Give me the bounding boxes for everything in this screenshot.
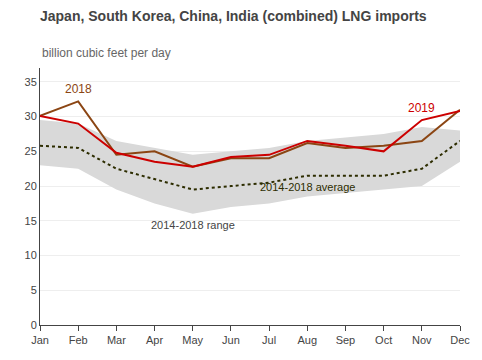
svg-text:Sep: Sep: [336, 334, 356, 346]
svg-text:Jul: Jul: [262, 334, 276, 346]
svg-text:20: 20: [25, 180, 37, 192]
svg-text:Oct: Oct: [375, 334, 392, 346]
svg-text:35: 35: [25, 76, 37, 88]
svg-text:10: 10: [25, 249, 37, 261]
svg-text:2014-2018 range: 2014-2018 range: [151, 219, 235, 231]
svg-text:Nov: Nov: [412, 334, 432, 346]
svg-text:0: 0: [31, 319, 37, 331]
svg-text:Jun: Jun: [222, 334, 240, 346]
svg-text:Dec: Dec: [450, 334, 470, 346]
svg-text:Apr: Apr: [146, 334, 163, 346]
svg-text:Feb: Feb: [69, 334, 88, 346]
svg-text:5: 5: [31, 284, 37, 296]
svg-text:30: 30: [25, 110, 37, 122]
svg-text:billion cubic feet per day: billion cubic feet per day: [42, 46, 171, 60]
svg-text:2019: 2019: [408, 101, 435, 115]
svg-text:2018: 2018: [65, 82, 92, 96]
svg-text:25: 25: [25, 145, 37, 157]
svg-text:15: 15: [25, 215, 37, 227]
svg-text:Mar: Mar: [107, 334, 126, 346]
svg-text:Jan: Jan: [31, 334, 49, 346]
svg-text:Aug: Aug: [297, 334, 317, 346]
svg-text:May: May: [182, 334, 203, 346]
svg-text:2014-2018 average: 2014-2018 average: [260, 181, 355, 193]
svg-text:Japan, South Korea, China, Ind: Japan, South Korea, China, India (combin…: [40, 8, 427, 24]
